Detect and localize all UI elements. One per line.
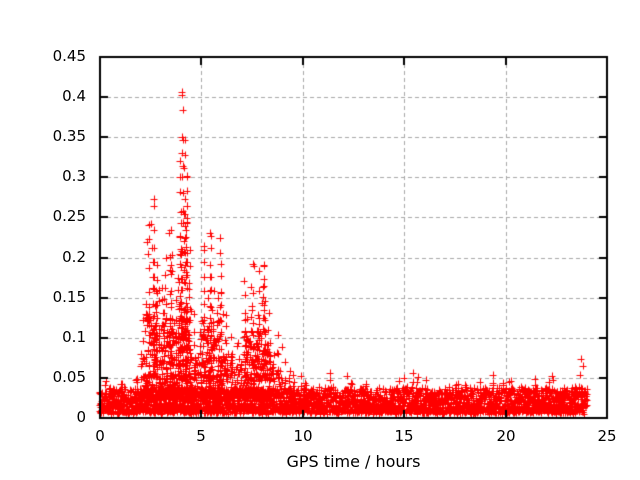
y-tick-label: 0.2 bbox=[62, 248, 86, 266]
x-tick-label: 20 bbox=[496, 427, 516, 445]
x-tick-label: 0 bbox=[95, 427, 105, 445]
y-tick-label: 0.4 bbox=[62, 87, 86, 105]
y-tick-label: 0.3 bbox=[62, 167, 86, 185]
x-tick-label: 5 bbox=[196, 427, 206, 445]
x-tick-label: 15 bbox=[394, 427, 414, 445]
y-tick-label: 0.15 bbox=[52, 288, 86, 306]
x-tick-label: 10 bbox=[293, 427, 313, 445]
y-tick-label: 0.45 bbox=[52, 47, 86, 65]
y-tick-label: 0 bbox=[76, 408, 86, 426]
y-tick-label: 0.05 bbox=[52, 368, 86, 386]
y-tick-label: 0.1 bbox=[62, 328, 86, 346]
x-axis-label: GPS time / hours bbox=[286, 452, 421, 471]
y-tick-label: 0.25 bbox=[52, 207, 86, 225]
x-tick-label: 25 bbox=[597, 427, 617, 445]
y-tick-label: 0.35 bbox=[52, 127, 86, 145]
